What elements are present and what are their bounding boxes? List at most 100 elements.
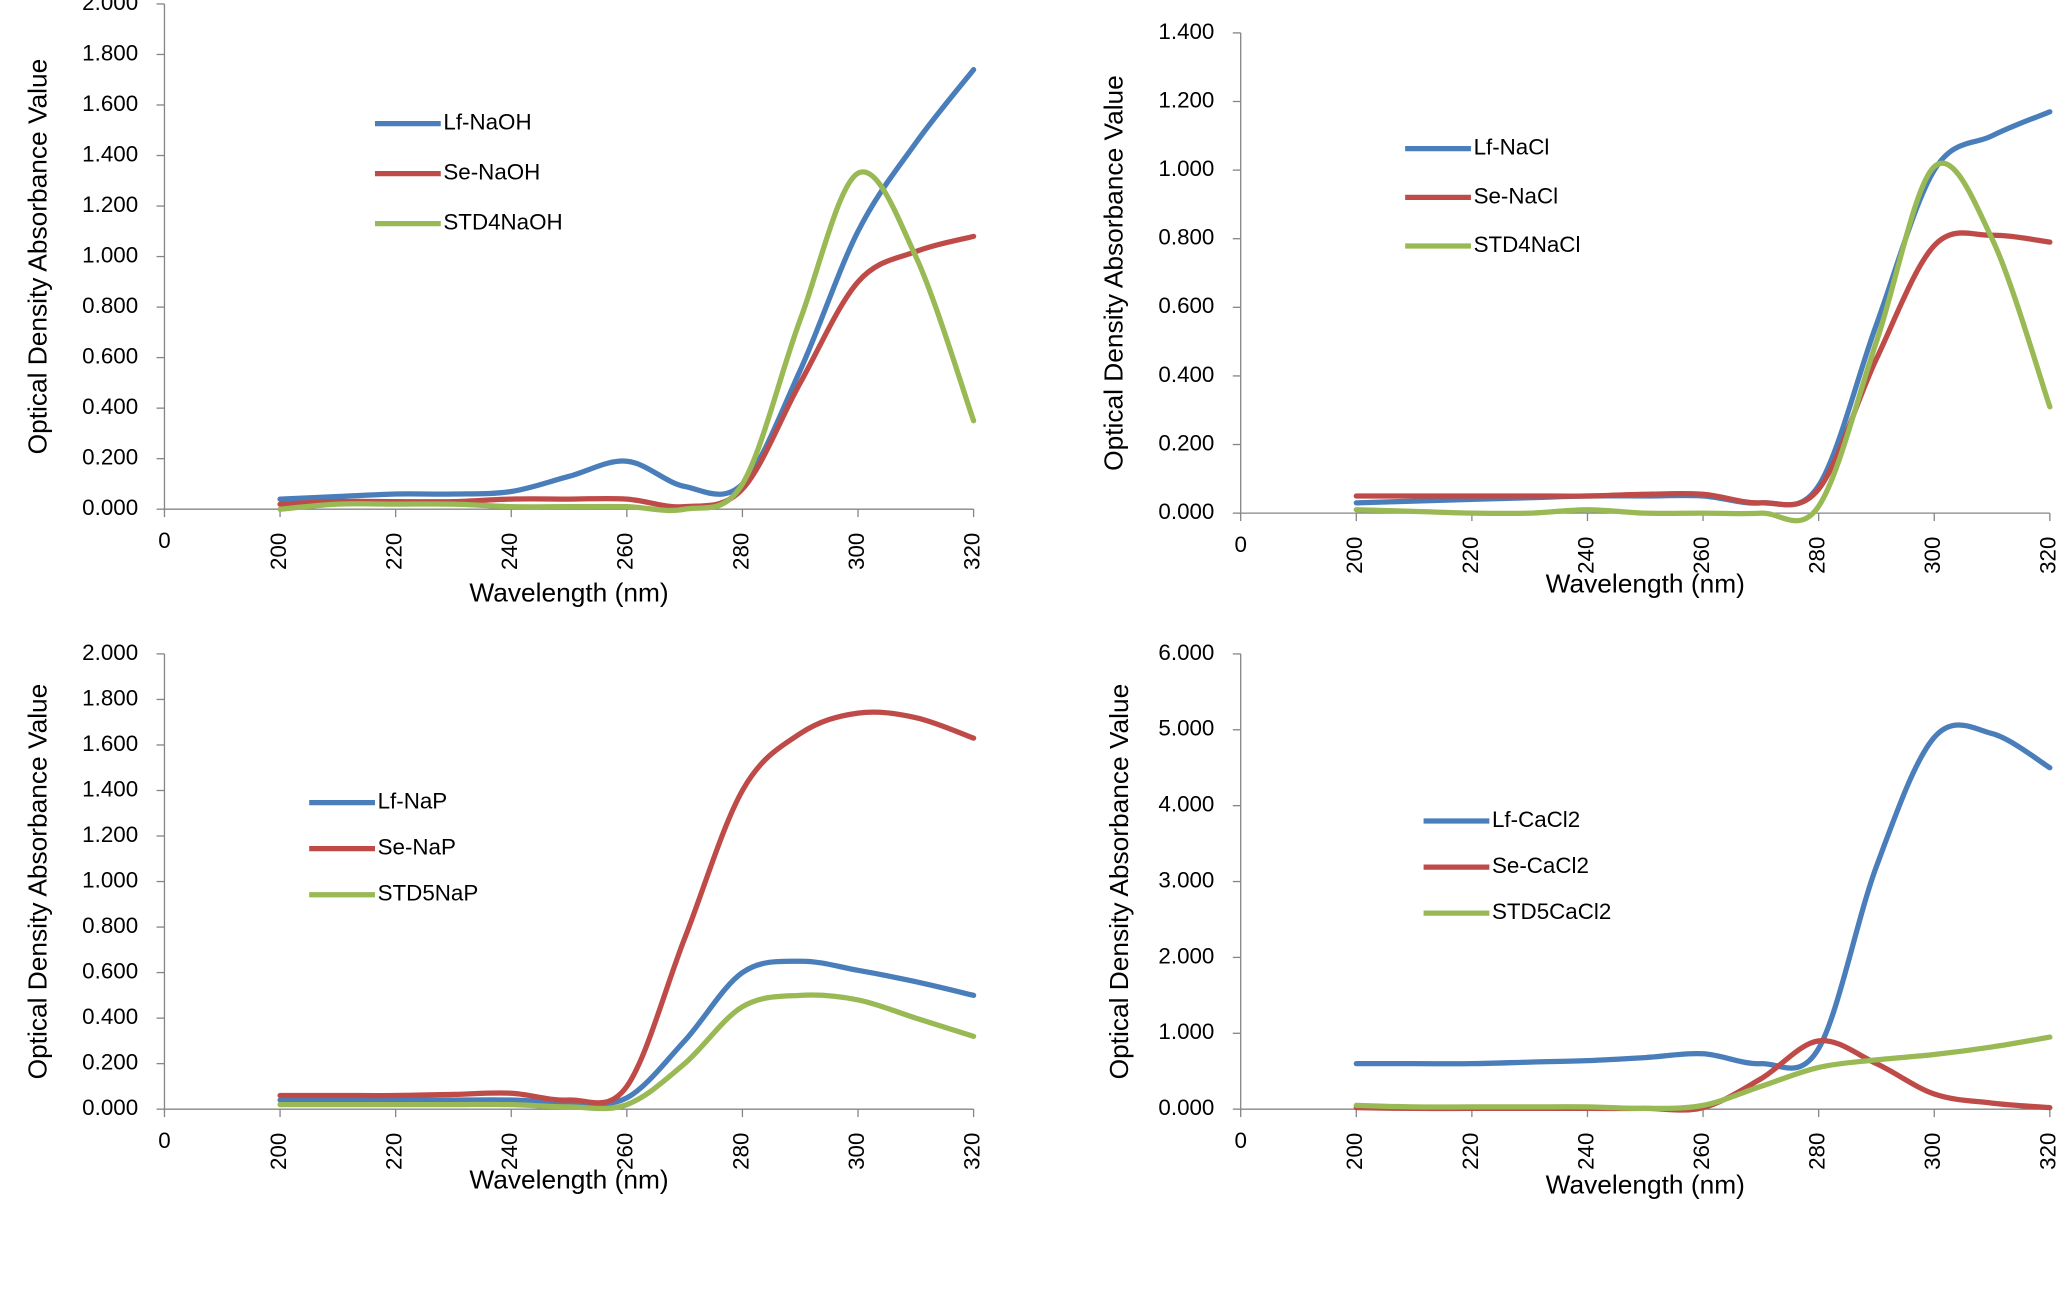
- series-line: [1353, 160, 2053, 524]
- y-axis-title: Optical Density Absorbance Value: [22, 684, 52, 1080]
- chart-panel: 0.000 0.200 0.400 0.600 0.800 1.000 1.200 1.400…: [22, 0, 984, 608]
- legend-label: STD5NaP: [378, 881, 479, 906]
- y-tick-label: 2.000: [82, 640, 138, 665]
- series-line: [277, 709, 977, 1106]
- x-tick-label: 300: [1920, 537, 1945, 574]
- series-line: [277, 169, 977, 514]
- series-line: [277, 992, 977, 1112]
- y-tick-label: 2.000: [82, 0, 138, 15]
- y-tick-label: 1.600: [82, 731, 138, 756]
- x-tick-label: 220: [1458, 1133, 1483, 1170]
- chart-panel: 0.000 0.200 0.400 0.600 0.800 1.000 1.200 1.400…: [1099, 19, 2061, 599]
- x-tick-label: 300: [844, 533, 869, 570]
- y-tick-label: 1.200: [82, 192, 138, 217]
- y-tick-label: 1.400: [82, 776, 138, 801]
- y-tick-label: 0.600: [1158, 293, 1214, 318]
- legend-label: STD4NaCl: [1474, 232, 1581, 257]
- y-tick-label: 1.800: [82, 685, 138, 710]
- series-line: [277, 958, 977, 1107]
- legend-label: Se-NaOH: [443, 160, 540, 185]
- chart-panel: 0.000 0.200 0.400 0.600 0.800 1.000 1.200 1.400…: [22, 640, 984, 1195]
- x-tick-label: 260: [613, 533, 638, 570]
- series-line: [1353, 1034, 2053, 1112]
- x-tick-label: 220: [382, 1133, 407, 1170]
- x-axis-title: Wavelength (nm): [469, 1164, 668, 1194]
- y-tick-label: 0.800: [82, 293, 138, 318]
- y-tick-label: 0.200: [82, 1050, 138, 1075]
- x-tick-label: 200: [1342, 537, 1367, 574]
- y-tick-label: 5.000: [1158, 716, 1214, 741]
- y-tick-label: 0.800: [82, 913, 138, 938]
- x-tick-label: 320: [960, 1133, 985, 1170]
- y-tick-label: 1.000: [1158, 156, 1214, 181]
- x-tick-label: 220: [382, 533, 407, 570]
- series-line: [1353, 722, 2053, 1071]
- y-tick-label: 1.400: [82, 141, 138, 166]
- legend-label: STD5CaCl2: [1492, 899, 1611, 924]
- y-tick-label: 1.200: [1158, 87, 1214, 112]
- x-tick-label: 260: [1689, 1133, 1714, 1170]
- legend-label: Se-CaCl2: [1492, 853, 1589, 878]
- y-tick-label: 4.000: [1158, 792, 1214, 817]
- x-tick-label: 200: [266, 1133, 291, 1170]
- x-tick-label: 0: [158, 528, 170, 553]
- y-tick-label: 1.000: [82, 242, 138, 267]
- x-tick-label: 240: [497, 533, 522, 570]
- x-tick-label: 280: [1805, 537, 1830, 574]
- x-tick-label: 240: [1573, 537, 1598, 574]
- y-axis-title: Optical Density Absorbance Value: [22, 59, 52, 455]
- series-line: [277, 233, 977, 510]
- y-axis-title: Optical Density Absorbance Value: [1104, 684, 1134, 1080]
- x-tick-label: 320: [2036, 537, 2061, 574]
- x-tick-label: 280: [1805, 1133, 1830, 1170]
- x-tick-label: 240: [1573, 1133, 1598, 1170]
- x-tick-label: 300: [844, 1133, 869, 1170]
- y-tick-label: 1.200: [82, 822, 138, 847]
- x-tick-label: 0: [1234, 1128, 1246, 1153]
- x-tick-label: 0: [1234, 532, 1246, 557]
- y-tick-label: 0.400: [82, 1004, 138, 1029]
- x-tick-label: 280: [728, 533, 753, 570]
- legend-label: Lf-NaCl: [1474, 135, 1550, 160]
- y-tick-label: 6.000: [1158, 640, 1214, 665]
- y-tick-label: 0.000: [82, 495, 138, 520]
- x-tick-label: 0: [158, 1128, 170, 1153]
- series-line: [277, 66, 977, 502]
- x-tick-label: 320: [960, 533, 985, 570]
- y-tick-label: 0.200: [1158, 430, 1214, 455]
- y-tick-label: 1.000: [82, 867, 138, 892]
- x-axis-title: Wavelength (nm): [1546, 1170, 1745, 1200]
- y-tick-label: 2.000: [1158, 943, 1214, 968]
- series-line: [1353, 109, 2053, 508]
- x-tick-label: 260: [613, 1133, 638, 1170]
- y-axis-title: Optical Density Absorbance Value: [1099, 75, 1129, 471]
- y-tick-label: 0.800: [1158, 225, 1214, 250]
- y-tick-label: 0.600: [82, 958, 138, 983]
- y-tick-label: 1.600: [82, 91, 138, 116]
- legend-label: STD4NaOH: [443, 210, 562, 235]
- x-tick-label: 280: [728, 1133, 753, 1170]
- y-tick-label: 0.200: [82, 445, 138, 470]
- x-tick-label: 200: [1342, 1133, 1367, 1170]
- x-tick-label: 320: [2036, 1133, 2061, 1170]
- legend-label: Lf-CaCl2: [1492, 807, 1580, 832]
- y-tick-label: 1.800: [82, 40, 138, 65]
- x-tick-label: 200: [266, 533, 291, 570]
- series-line: [1353, 230, 2053, 508]
- y-tick-label: 1.000: [1158, 1019, 1214, 1044]
- x-tick-label: 300: [1920, 1133, 1945, 1170]
- x-tick-label: 260: [1689, 537, 1714, 574]
- x-tick-label: 240: [497, 1133, 522, 1170]
- legend-label: Lf-NaP: [378, 789, 448, 814]
- x-axis-title: Wavelength (nm): [469, 578, 668, 608]
- x-axis-title: Wavelength (nm): [1546, 568, 1745, 598]
- y-tick-label: 0.400: [82, 394, 138, 419]
- y-tick-label: 0.000: [1158, 499, 1214, 524]
- y-tick-label: 1.400: [1158, 19, 1214, 44]
- y-tick-label: 0.400: [1158, 362, 1214, 387]
- legend-label: Se-NaCl: [1474, 183, 1558, 208]
- y-tick-label: 0.600: [82, 344, 138, 369]
- y-tick-label: 3.000: [1158, 867, 1214, 892]
- chart-panel: 0.000 1.000 2.000 3.000 4.000 5.000 6.000 0 200 2…: [1104, 640, 2061, 1200]
